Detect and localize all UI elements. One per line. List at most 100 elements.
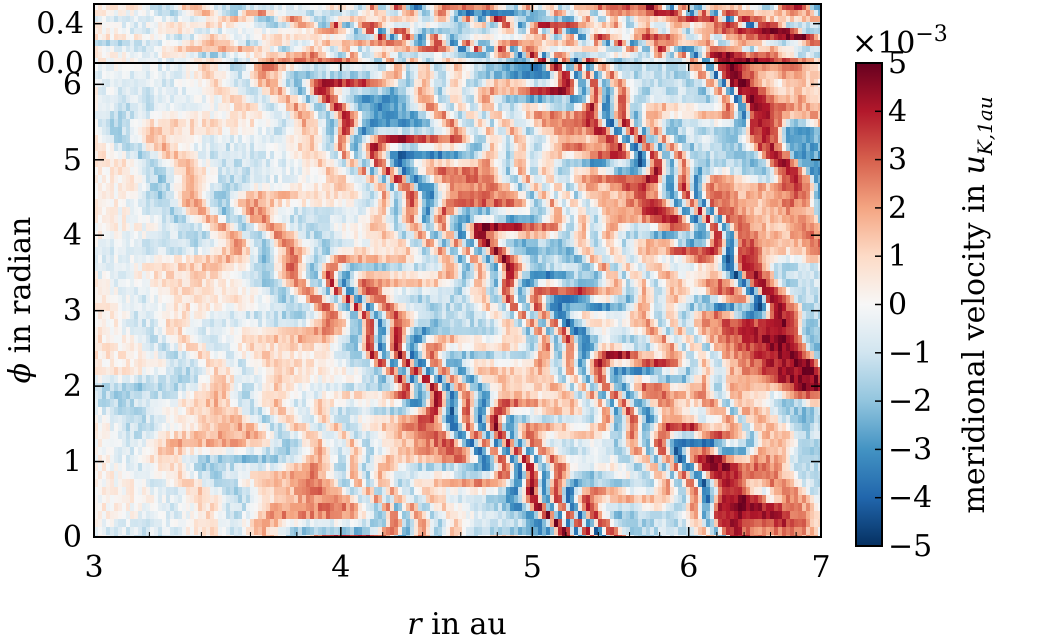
heatmap-cell	[114, 471, 119, 480]
heatmap-cell	[190, 207, 195, 216]
heatmap-cell	[622, 16, 627, 23]
heatmap-cell	[226, 407, 231, 416]
heatmap-cell	[186, 319, 191, 328]
heatmap-cell	[218, 359, 223, 368]
heatmap-cell	[154, 399, 159, 408]
heatmap-cell	[454, 40, 459, 47]
heatmap-cell	[166, 111, 171, 120]
heatmap-cell	[798, 34, 803, 41]
heatmap-cell	[118, 103, 123, 112]
heatmap-cell	[166, 383, 171, 392]
heatmap-cell	[226, 28, 231, 35]
heatmap-cell	[106, 247, 111, 256]
heatmap-cell	[162, 239, 167, 248]
heatmap-cell	[266, 359, 271, 368]
heatmap-cell	[238, 40, 243, 47]
heatmap-cell	[230, 463, 235, 472]
heatmap-cell	[154, 263, 159, 272]
heatmap-cell	[290, 247, 295, 256]
heatmap-cell	[258, 239, 263, 248]
heatmap-cell	[294, 319, 299, 328]
heatmap-cell	[114, 167, 119, 176]
zoom-y-tick-label: 0.4	[36, 7, 84, 42]
heatmap-cell	[150, 10, 155, 17]
heatmap-cell	[302, 135, 307, 144]
heatmap-cell	[190, 34, 195, 41]
heatmap-cell	[134, 455, 139, 464]
heatmap-cell	[438, 16, 443, 23]
heatmap-cell	[138, 199, 143, 208]
heatmap-cell	[294, 167, 299, 176]
heatmap-cell	[302, 111, 307, 120]
heatmap-cell	[102, 367, 107, 376]
heatmap-cell	[254, 423, 259, 432]
heatmap-cell	[202, 151, 207, 160]
heatmap-cell	[794, 52, 799, 59]
heatmap-cell	[138, 135, 143, 144]
heatmap-cell	[550, 46, 555, 53]
heatmap-cell	[474, 10, 479, 17]
heatmap-cell	[238, 479, 243, 488]
heatmap-cell	[118, 511, 123, 520]
heatmap-cell	[586, 16, 591, 23]
heatmap-cell	[262, 399, 267, 408]
heatmap-cell	[214, 335, 219, 344]
heatmap-cell	[234, 303, 239, 312]
heatmap-cell	[118, 471, 123, 480]
heatmap-cell	[142, 63, 147, 72]
heatmap-cell	[98, 431, 103, 440]
heatmap-cell	[214, 447, 219, 456]
heatmap-cell	[182, 399, 187, 408]
heatmap-cell	[358, 52, 363, 59]
heatmap-cell	[130, 22, 135, 29]
heatmap-cell	[178, 167, 183, 176]
heatmap-cell	[366, 10, 371, 17]
heatmap-cell	[234, 135, 239, 144]
heatmap-cell	[134, 351, 139, 360]
heatmap-cell	[426, 16, 431, 23]
heatmap-cell	[718, 46, 723, 53]
heatmap-cell	[298, 71, 303, 80]
heatmap-cell	[170, 383, 175, 392]
heatmap-cell	[174, 407, 179, 416]
heatmap-cell	[102, 407, 107, 416]
heatmap-cell	[134, 527, 139, 536]
heatmap-cell	[134, 143, 139, 152]
heatmap-cell	[198, 22, 203, 29]
heatmap-cell	[334, 34, 339, 41]
heatmap-cell	[422, 10, 427, 17]
heatmap-cell	[202, 58, 207, 63]
heatmap-cell	[274, 87, 279, 96]
heatmap-cell	[162, 127, 167, 136]
heatmap-cell	[218, 10, 223, 17]
heatmap-cell	[234, 34, 239, 41]
heatmap-cell	[282, 231, 287, 240]
heatmap-cell	[298, 375, 303, 384]
heatmap-cell	[578, 46, 583, 53]
heatmap-cell	[266, 263, 271, 272]
heatmap-cell	[626, 28, 631, 35]
heatmap-cell	[150, 34, 155, 41]
heatmap-cell	[230, 255, 235, 264]
heatmap-cell	[186, 351, 191, 360]
heatmap-cell	[298, 151, 303, 160]
heatmap-cell	[630, 46, 635, 53]
heatmap-cell	[154, 207, 159, 216]
heatmap-cell	[214, 463, 219, 472]
heatmap-cell	[218, 319, 223, 328]
heatmap-cell	[134, 151, 139, 160]
heatmap-cell	[234, 4, 239, 11]
heatmap-cell	[810, 28, 815, 35]
heatmap-cell	[94, 391, 99, 400]
heatmap-cell	[238, 199, 243, 208]
heatmap-cell	[382, 28, 387, 35]
heatmap-cell	[138, 95, 143, 104]
heatmap-cell	[278, 247, 283, 256]
heatmap-cell	[250, 335, 255, 344]
heatmap-cell	[130, 58, 135, 63]
heatmap-cell	[102, 46, 107, 53]
heatmap-cell	[154, 319, 159, 328]
heatmap-cell	[426, 28, 431, 35]
heatmap-cell	[618, 52, 623, 59]
heatmap-cell	[130, 207, 135, 216]
